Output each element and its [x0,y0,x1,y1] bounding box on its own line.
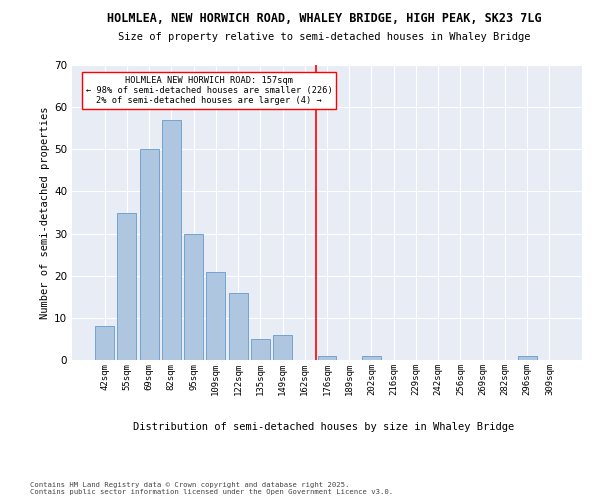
Y-axis label: Number of semi-detached properties: Number of semi-detached properties [40,106,50,319]
Text: HOLMLEA, NEW HORWICH ROAD, WHALEY BRIDGE, HIGH PEAK, SK23 7LG: HOLMLEA, NEW HORWICH ROAD, WHALEY BRIDGE… [107,12,541,26]
Bar [206,272,225,360]
Bar [162,120,181,360]
Bar [184,234,203,360]
Text: HOLMLEA NEW HORWICH ROAD: 157sqm
← 98% of semi-detached houses are smaller (226): HOLMLEA NEW HORWICH ROAD: 157sqm ← 98% o… [86,76,332,106]
Text: Contains HM Land Registry data © Crown copyright and database right 2025.
Contai: Contains HM Land Registry data © Crown c… [30,482,393,495]
Bar [317,356,337,360]
Bar [362,356,381,360]
Bar [229,292,248,360]
Bar [518,356,536,360]
Bar [140,150,158,360]
Bar [95,326,114,360]
Text: Distribution of semi-detached houses by size in Whaley Bridge: Distribution of semi-detached houses by … [133,422,515,432]
Bar [273,334,292,360]
Text: Size of property relative to semi-detached houses in Whaley Bridge: Size of property relative to semi-detach… [118,32,530,42]
Bar [251,339,270,360]
Bar [118,212,136,360]
